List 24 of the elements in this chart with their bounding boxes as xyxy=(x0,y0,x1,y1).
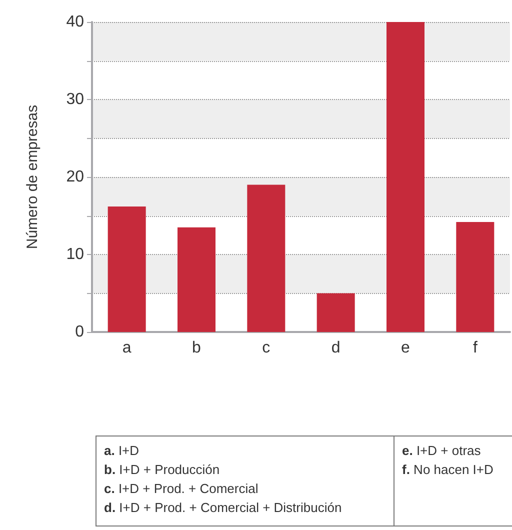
x-tick-label: b xyxy=(192,340,202,356)
x-tick-label: e xyxy=(401,340,410,356)
y-axis-title: Número de empresas xyxy=(24,104,41,250)
x-tick-label: f xyxy=(472,340,478,356)
x-tick-label: d xyxy=(331,340,340,356)
bar xyxy=(316,293,355,332)
text: d. I+D + Prod. + Comercial + Distribución xyxy=(104,500,342,515)
y-tick-label: 20 xyxy=(66,168,84,186)
bar xyxy=(108,206,146,332)
text: c. I+D + Prod. + Comercial xyxy=(104,481,258,496)
bar xyxy=(386,22,424,332)
text: f. No hacen I+D xyxy=(402,462,494,477)
y-tick-label: 10 xyxy=(66,246,84,263)
x-tick-label: c xyxy=(262,340,270,356)
text: b. I+D + Producción xyxy=(104,462,220,477)
text: a. I+D xyxy=(104,443,140,458)
x-tick-label: a xyxy=(122,340,132,356)
text: e. I+D + otras xyxy=(402,443,482,458)
bar xyxy=(456,222,494,332)
y-tick-label: 30 xyxy=(66,91,84,108)
bar xyxy=(247,184,286,332)
bar xyxy=(178,227,216,332)
y-tick-label: 40 xyxy=(66,14,84,30)
y-tick-label: 0 xyxy=(75,324,84,340)
